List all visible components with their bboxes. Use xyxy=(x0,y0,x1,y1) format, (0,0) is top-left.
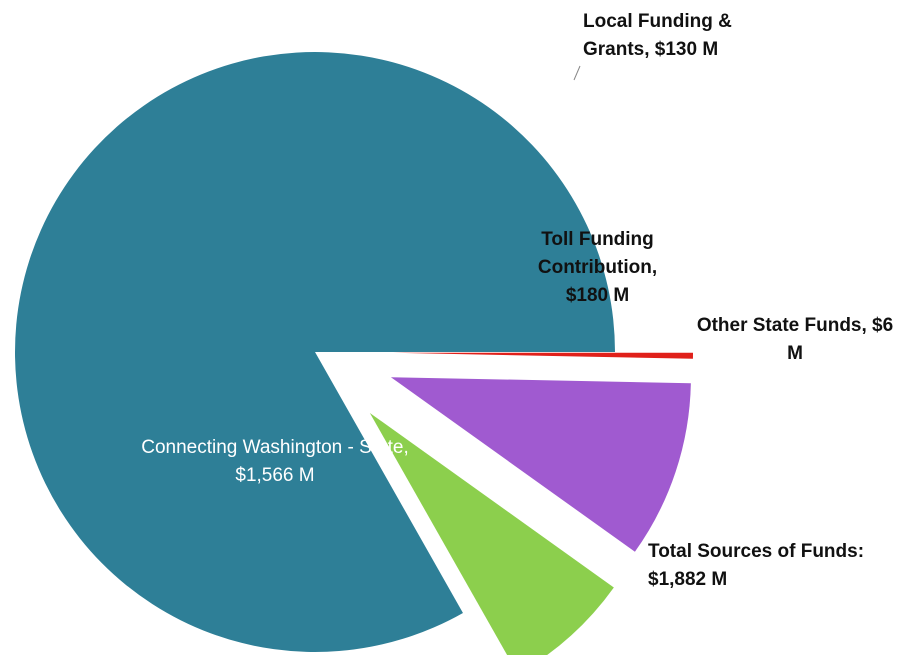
slice-label: Toll Funding Contribution, $180 M xyxy=(537,229,658,306)
slice-label: Local Funding & Grants, $130 M xyxy=(583,11,732,60)
slice-label: Connecting Washington - State, $1,566 M xyxy=(141,437,409,486)
annotation: Total Sources of Funds: $1,882 M xyxy=(648,541,865,590)
pie-slice xyxy=(390,377,691,552)
pie-slice xyxy=(369,412,614,655)
slice-label: Other State Funds, $6 M xyxy=(696,315,894,364)
pie-slice xyxy=(14,52,615,652)
pie-slice xyxy=(392,352,693,359)
leader-line xyxy=(573,65,581,81)
